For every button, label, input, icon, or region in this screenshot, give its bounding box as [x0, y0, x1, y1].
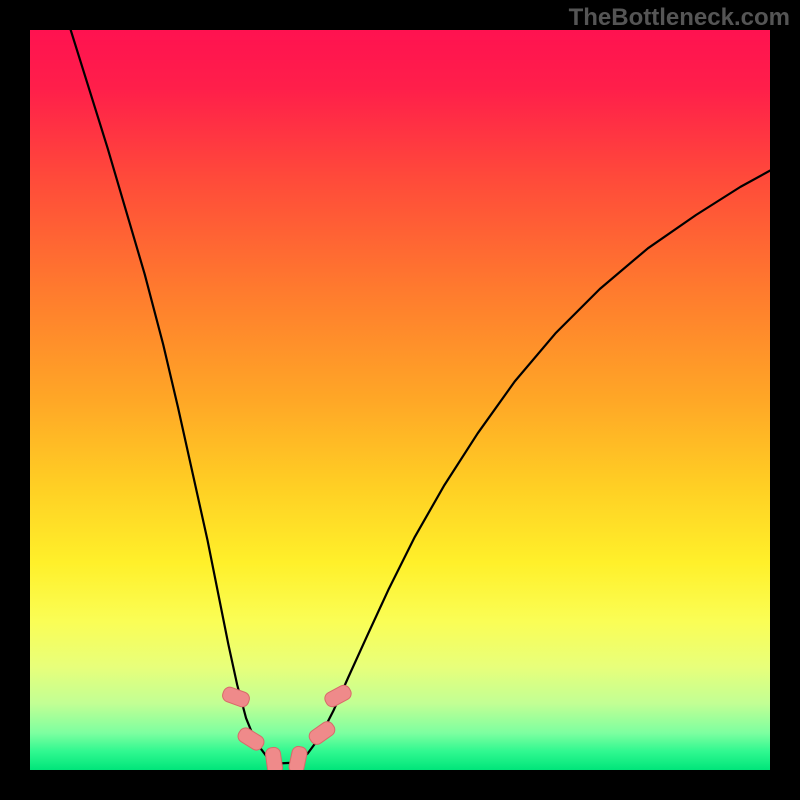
- plot-area: [30, 30, 770, 770]
- curve-svg: [30, 30, 770, 770]
- watermark-text: TheBottleneck.com: [569, 4, 790, 32]
- bottleneck-curve: [71, 30, 770, 763]
